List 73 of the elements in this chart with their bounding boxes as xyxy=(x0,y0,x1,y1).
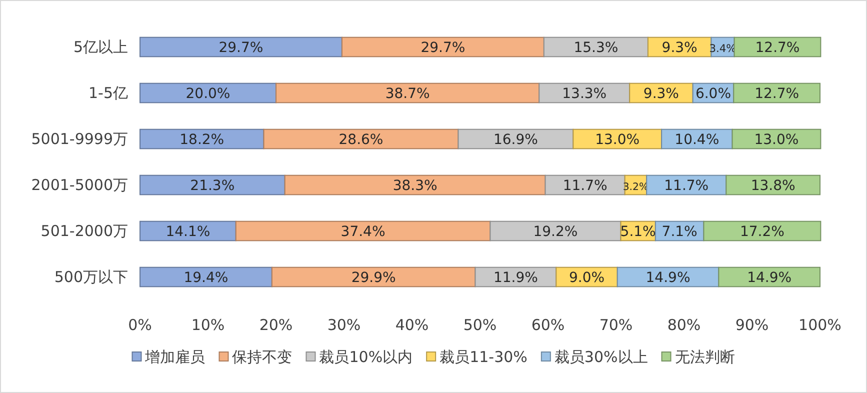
data-label: 14.9% xyxy=(646,270,690,286)
bar xyxy=(235,220,491,242)
data-label: 19.4% xyxy=(184,270,228,286)
data-label: 17.2% xyxy=(740,224,784,240)
bar xyxy=(458,128,574,150)
bar xyxy=(284,174,546,196)
x-tick-label: 80% xyxy=(667,316,701,334)
data-label: 9.3% xyxy=(662,40,698,56)
data-label: 15.3% xyxy=(574,40,618,56)
y-tick-label: 1-5亿 xyxy=(88,84,128,102)
data-label: 13.0% xyxy=(595,132,640,148)
data-label: 6.0% xyxy=(695,86,732,102)
y-tick-label: 2001-5000万 xyxy=(31,176,128,194)
legend-label: 保持不变 xyxy=(232,348,292,366)
data-label: 21.3% xyxy=(190,178,235,194)
x-tick-label: 20% xyxy=(259,316,293,334)
y-tick-label: 5亿以上 xyxy=(73,38,128,56)
legend-label: 裁员30%以上 xyxy=(554,348,648,366)
bar xyxy=(140,266,272,288)
bar xyxy=(718,266,820,288)
x-tick-label: 0% xyxy=(128,316,152,334)
data-label: 18.2% xyxy=(180,132,224,148)
bar xyxy=(140,128,264,150)
data-label: 37.4% xyxy=(340,224,386,240)
legend-label: 无法判断 xyxy=(674,348,735,366)
data-label: 28.6% xyxy=(338,132,384,148)
data-label: 12.7% xyxy=(754,86,800,102)
data-label: 14.9% xyxy=(747,270,792,286)
data-label: 11.7% xyxy=(562,178,608,194)
data-label: 13.8% xyxy=(750,178,796,194)
data-label: 13.3% xyxy=(562,86,607,102)
data-label: 38.7% xyxy=(385,86,430,102)
data-label: 13.0% xyxy=(754,132,799,148)
bar xyxy=(140,36,342,58)
data-label: 20.0% xyxy=(186,86,230,102)
data-label: 29.7% xyxy=(218,40,264,56)
data-label: 12.7% xyxy=(755,40,800,56)
data-label: 29.9% xyxy=(351,270,396,286)
bar xyxy=(276,82,540,104)
data-label: 7.1% xyxy=(662,224,698,240)
x-tick-label: 50% xyxy=(463,316,497,334)
x-tick-label: 10% xyxy=(191,316,225,334)
data-label: 9.3% xyxy=(643,86,680,102)
bar xyxy=(341,36,544,58)
data-label: 5.1% xyxy=(620,224,656,240)
y-tick-label: 500万以下 xyxy=(54,268,128,286)
bar xyxy=(271,266,476,288)
legend-label: 裁员10%以内 xyxy=(319,348,413,366)
data-label: 14.1% xyxy=(166,224,210,240)
y-tick-label: 501-2000万 xyxy=(40,222,128,240)
data-label: 19.2% xyxy=(533,224,578,240)
legend-label: 裁员11-30% xyxy=(440,348,528,366)
x-tick-label: 40% xyxy=(395,316,429,334)
data-label: 9.0% xyxy=(568,270,605,286)
bar xyxy=(263,128,459,150)
bar xyxy=(703,220,822,242)
x-tick-label: 100% xyxy=(798,316,842,334)
x-tick-label: 90% xyxy=(735,316,769,334)
data-label: 10.4% xyxy=(674,132,720,148)
bar xyxy=(733,82,820,104)
legend-label: 增加雇员 xyxy=(144,348,206,366)
data-label: 11.9% xyxy=(493,270,538,286)
bar xyxy=(140,174,286,196)
data-label: 38.3% xyxy=(392,178,438,194)
data-label: 29.7% xyxy=(420,40,466,56)
data-label: 16.9% xyxy=(493,132,538,148)
bar xyxy=(140,82,276,104)
x-tick-label: 70% xyxy=(599,316,633,334)
data-label: 11.7% xyxy=(664,178,709,194)
bar xyxy=(490,220,622,242)
x-tick-label: 30% xyxy=(327,316,361,334)
y-tick-label: 5001-9999万 xyxy=(31,130,128,148)
x-tick-label: 60% xyxy=(531,316,565,334)
